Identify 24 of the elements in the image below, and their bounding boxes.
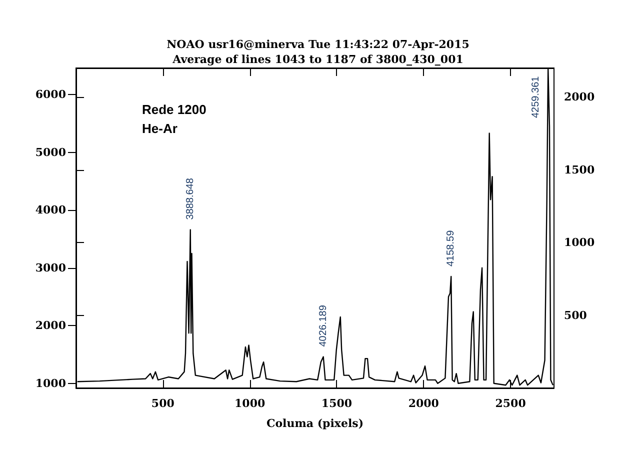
- x-tick-label: 500: [151, 397, 175, 410]
- y2-tick-label: 500: [564, 308, 588, 322]
- annotation: Rede 1200: [142, 102, 206, 117]
- x-tick-label: 2000: [408, 397, 440, 410]
- y2-tick-label: 2000: [564, 90, 595, 104]
- x-tick-label: 2500: [495, 397, 526, 410]
- y-tick-label: 5000: [35, 146, 66, 159]
- annotation: 4158.59: [446, 230, 457, 267]
- x-axis-title: Columa (pixels): [266, 417, 364, 430]
- y-tick-label: 4000: [35, 204, 66, 217]
- y-tick-label: 6000: [35, 88, 66, 102]
- annotation: He-Ar: [142, 121, 178, 136]
- y-tick-label: 2000: [35, 319, 66, 332]
- x-tick-label: 1500: [321, 397, 352, 410]
- annotation: 3888.648: [184, 178, 196, 220]
- annotation: 4259.361: [530, 76, 542, 118]
- y2-tick-label: 1000: [564, 236, 595, 250]
- y2-tick-label: 1500: [564, 163, 595, 176]
- chart-subtitle: Average of lines 1043 to 1187 of 3800_430_001: [172, 53, 464, 66]
- x-tick-label: 1000: [234, 397, 266, 410]
- y-tick-label: 1000: [35, 376, 66, 390]
- y-tick-label: 3000: [35, 261, 66, 274]
- annotation: 4026.189: [318, 304, 329, 347]
- chart-title: NOAO usr16@minerva Tue 11:43:22 07-Apr-2015: [166, 38, 470, 51]
